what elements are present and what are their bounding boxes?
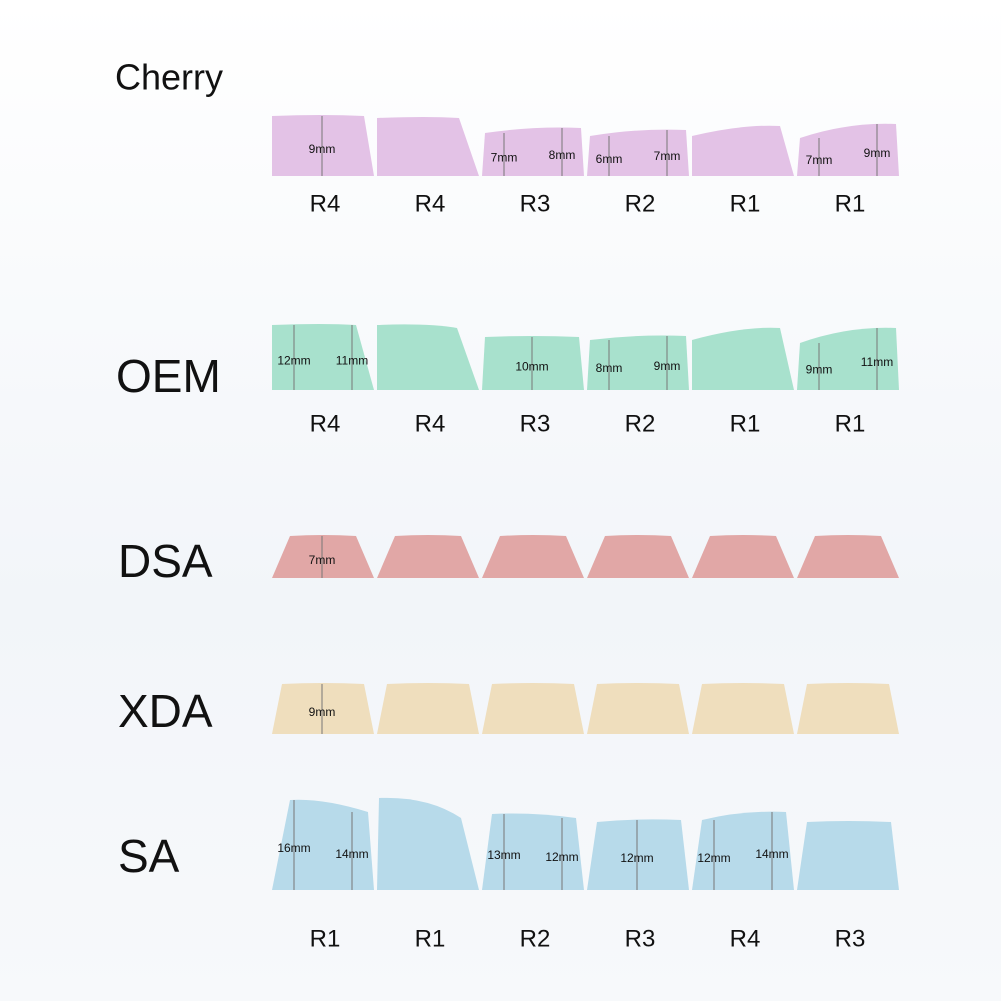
row-label: R2 [625, 190, 656, 217]
measure-label: 9mm [309, 705, 336, 719]
measure-label: 9mm [654, 359, 681, 373]
profile-name: OEM [116, 350, 221, 402]
measure-label: 7mm [806, 153, 833, 167]
keycap [587, 535, 689, 578]
measure-label: 8mm [549, 148, 576, 162]
measure-label: 12mm [545, 850, 578, 864]
profile-name: SA [118, 830, 180, 882]
measure-label: 14mm [755, 847, 788, 861]
measure-label: 7mm [491, 151, 518, 165]
row-label: R2 [520, 925, 551, 952]
row-label: R1 [835, 190, 866, 217]
keycap [377, 535, 479, 578]
row-label: R1 [835, 410, 866, 437]
measure-label: 6mm [596, 152, 623, 166]
measure-label: 13mm [487, 848, 520, 862]
keycap [797, 821, 899, 890]
keycap [692, 535, 794, 578]
row-label: R1 [415, 925, 446, 952]
keycap [377, 797, 479, 890]
keycap [692, 683, 794, 734]
measure-label: 14mm [335, 847, 368, 861]
keycap [377, 117, 479, 176]
measure-label: 12mm [620, 851, 653, 865]
keycap [272, 115, 374, 176]
measure-label: 7mm [654, 149, 681, 163]
row-label: R4 [415, 410, 446, 437]
row-label: R3 [520, 410, 551, 437]
measure-label: 12mm [277, 354, 310, 368]
row-label: R3 [625, 925, 656, 952]
keycap [797, 123, 899, 176]
keycap [482, 127, 584, 176]
profile-name: Cherry [115, 57, 223, 98]
keycap [692, 811, 794, 890]
keycap [587, 129, 689, 176]
measure-label: 16mm [277, 841, 310, 855]
keycap [482, 336, 584, 390]
row-label: R1 [310, 925, 341, 952]
measure-label: 11mm [861, 355, 893, 369]
keycap [482, 813, 584, 890]
profile-name: DSA [118, 535, 213, 587]
row-label: R4 [415, 190, 446, 217]
measure-label: 7mm [309, 553, 336, 567]
row-label: R3 [520, 190, 551, 217]
keycap [482, 683, 584, 734]
measure-label: 8mm [596, 361, 623, 375]
keycap [797, 683, 899, 734]
profile-name: XDA [118, 685, 213, 737]
row-label: R1 [730, 410, 761, 437]
keycap [797, 535, 899, 578]
measure-label: 12mm [697, 851, 730, 865]
measure-label: 9mm [309, 142, 336, 156]
measure-label: 11mm [336, 354, 368, 368]
keycap [587, 335, 689, 390]
row-label: R1 [730, 190, 761, 217]
keycap [272, 535, 374, 578]
measure-label: 9mm [806, 363, 833, 377]
keycap [377, 683, 479, 734]
row-label: R4 [730, 925, 761, 952]
keycap [797, 327, 899, 390]
keycap [692, 125, 794, 176]
row-label: R3 [835, 925, 866, 952]
row-label: R2 [625, 410, 656, 437]
keycap [272, 683, 374, 734]
measure-label: 9mm [864, 146, 891, 160]
keycap [272, 799, 374, 890]
row-label: R4 [310, 410, 341, 437]
row-label: R4 [310, 190, 341, 217]
keycap [482, 535, 584, 578]
keycap [587, 819, 689, 890]
measure-label: 10mm [515, 360, 548, 374]
keycap [272, 324, 374, 390]
keycap [587, 683, 689, 734]
keycap [377, 324, 479, 390]
keycap [692, 327, 794, 390]
